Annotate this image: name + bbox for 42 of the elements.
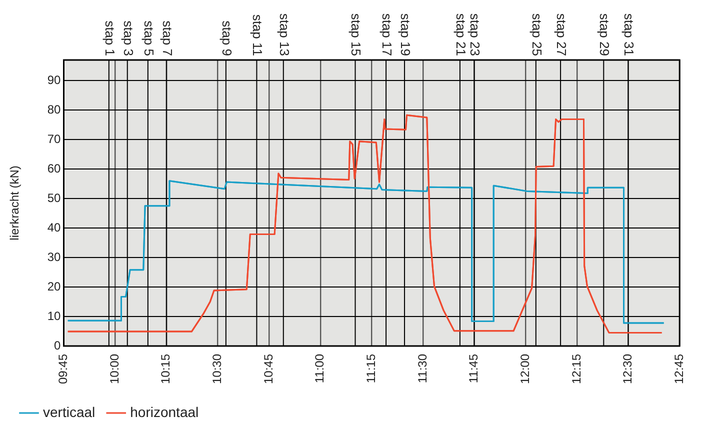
y-tick-label: 40 [47,220,62,234]
x-tick-label: 10:30 [210,354,224,384]
x-tick-label: 10:45 [261,354,276,384]
ref-line-label: stap 5 [141,20,156,56]
ref-line-label: stap 3 [120,20,136,56]
ref-line-label: stap 1 [102,20,118,56]
y-tick-label: 50 [47,190,62,205]
y-tick-label: 30 [47,250,62,264]
ref-line-label: stap 9 [219,20,234,56]
x-tick-label: 12:00 [518,354,532,384]
ref-line-label: stap 23 [468,13,483,56]
ref-line-label: stap 25 [529,13,544,56]
x-tick-label: 12:30 [620,354,635,384]
ref-line-label: stap 19 [398,13,413,56]
x-tick-label: 12:45 [672,354,686,384]
y-tick-label: 10 [47,308,62,323]
x-tick-label: 10:15 [158,354,173,384]
x-tick-label: 09:45 [56,354,70,384]
ref-line-label: stap 11 [250,14,266,56]
y-tick-label: 60 [47,161,62,176]
x-tick-label: 11:30 [415,354,430,384]
legend-label: horizontaal [130,404,199,420]
y-tick-label: 70 [47,132,62,146]
ref-line-label: stap 13 [276,13,292,56]
ref-line-label: stap 7 [160,20,175,56]
ref-line-label: stap 31 [622,13,637,56]
y-axis-title: lierkracht (kN) [8,166,22,240]
ref-line-label: stap 15 [348,13,364,56]
ref-line-label: stap 27 [554,13,569,56]
ref-line-label: stap 21 [453,13,468,56]
y-tick-label: 80 [47,102,62,116]
y-tick-label: 0 [54,338,62,352]
x-tick-label: 10:00 [107,354,122,384]
ref-line-label: stap 17 [379,13,394,56]
ref-line-label: stap 29 [597,13,612,56]
x-tick-label: 12:15 [569,354,584,384]
x-tick-label: 11:45 [466,354,481,384]
x-tick-label: 11:15 [364,354,378,384]
y-tick-label: 20 [47,279,62,294]
y-tick-label: 90 [47,72,62,87]
x-tick-label: 11:00 [312,354,327,384]
legend-label: verticaal [43,404,96,420]
